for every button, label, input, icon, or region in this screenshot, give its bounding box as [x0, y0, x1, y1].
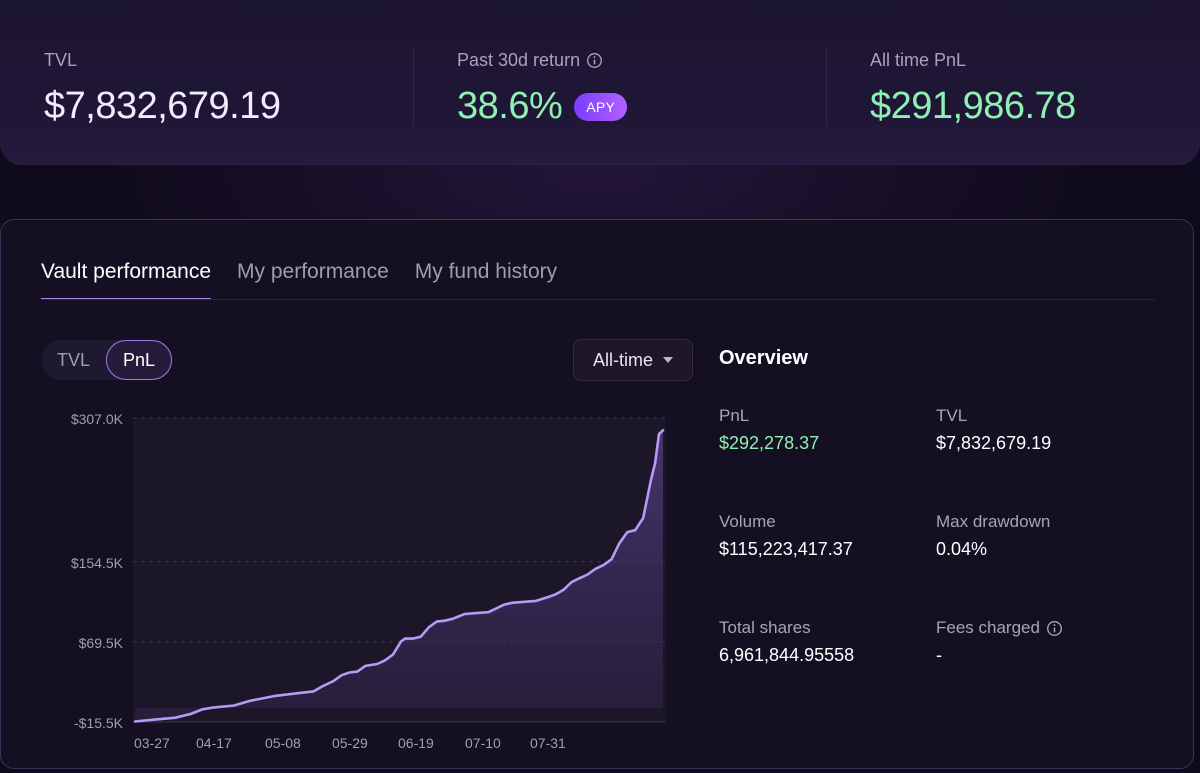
return-30d-value: 38.6%	[457, 85, 563, 127]
info-icon[interactable]	[1046, 620, 1063, 637]
overview-total-shares: Total shares 6,961,844.95558	[719, 618, 919, 666]
overview-max-drawdown: Max drawdown 0.04%	[936, 512, 1136, 560]
x-tick-label: 07-31	[530, 735, 566, 751]
overview-fees-charged-value: -	[936, 645, 942, 665]
overview-pnl-label: PnL	[719, 406, 750, 425]
pnl-label: All time PnL	[870, 50, 967, 70]
pnl-series-line	[133, 429, 665, 723]
overview-total-shares-label: Total shares	[719, 618, 811, 637]
divider	[826, 48, 827, 126]
overview-total-shares-value: 6,961,844.95558	[719, 645, 855, 665]
y-tick-label: $69.5K	[79, 635, 124, 651]
return-30d-stat: Past 30d return 38.6% APY	[457, 50, 628, 128]
divider	[413, 48, 414, 126]
return-30d-label: Past 30d return	[457, 50, 581, 70]
metric-toggle: TVL PnL	[41, 340, 173, 380]
overview-pnl: PnL $292,278.37	[719, 406, 919, 454]
caret-down-icon	[663, 357, 673, 363]
tab-vault-performance[interactable]: Vault performance	[41, 260, 212, 300]
all-time-pnl-stat: All time PnL $291,986.78	[870, 50, 1076, 128]
stats-panel: TVL $7,832,679.19 Past 30d return 38.6% …	[0, 0, 1200, 165]
apy-badge: APY	[574, 92, 628, 121]
overview-max-drawdown-label: Max drawdown	[936, 512, 1051, 531]
x-tick-label: 04-17	[196, 735, 232, 751]
overview-volume: Volume $115,223,417.37	[719, 512, 919, 560]
time-range-value: All-time	[592, 349, 653, 370]
overview-max-drawdown-value: 0.04%	[936, 539, 988, 559]
tab-bar: Vault performance My performance My fund…	[41, 260, 557, 300]
x-tick-label: 05-08	[265, 735, 301, 751]
y-tick-label: -$15.5K	[74, 715, 124, 731]
toggle-tvl[interactable]: TVL	[57, 350, 91, 370]
x-tick-label: 03-27	[134, 735, 170, 751]
tab-underline-divider	[41, 299, 1155, 300]
tvl-value: $7,832,679.19	[44, 85, 281, 127]
info-icon[interactable]	[586, 52, 603, 69]
overview-volume-value: $115,223,417.37	[719, 539, 853, 559]
y-tick-label: $307.0K	[71, 411, 124, 427]
tab-my-fund-history[interactable]: My fund history	[414, 260, 558, 283]
time-range-dropdown[interactable]: All-time	[573, 339, 693, 381]
pnl-chart: $307.0K $154.5K $69.5K -$15.5K 03-27 04-17 05-…	[71, 411, 666, 751]
pnl-value: $291,986.78	[870, 85, 1076, 127]
performance-card: Vault performance My performance My fund…	[0, 219, 1194, 769]
x-tick-label: 06-19	[398, 735, 434, 751]
overview-fees-charged-label: Fees charged	[936, 618, 1040, 637]
overview-volume-label: Volume	[719, 512, 776, 531]
overview-tvl: TVL $7,832,679.19	[936, 406, 1136, 454]
toggle-pnl[interactable]: PnL	[106, 340, 173, 380]
x-tick-label: 05-29	[332, 735, 368, 751]
tab-my-performance[interactable]: My performance	[237, 260, 389, 283]
overview-tvl-label: TVL	[936, 406, 968, 425]
pnl-area-fill	[135, 430, 663, 722]
overview-tvl-value: $7,832,679.19	[936, 433, 1052, 453]
y-tick-label: $154.5K	[71, 555, 124, 571]
tvl-label: TVL	[44, 50, 78, 70]
overview-pnl-value: $292,278.37	[719, 433, 820, 453]
overview-fees-charged: Fees charged -	[936, 618, 1136, 666]
x-tick-label: 07-10	[465, 735, 501, 751]
tvl-stat: TVL $7,832,679.19	[44, 50, 281, 128]
overview-title: Overview	[719, 347, 808, 369]
